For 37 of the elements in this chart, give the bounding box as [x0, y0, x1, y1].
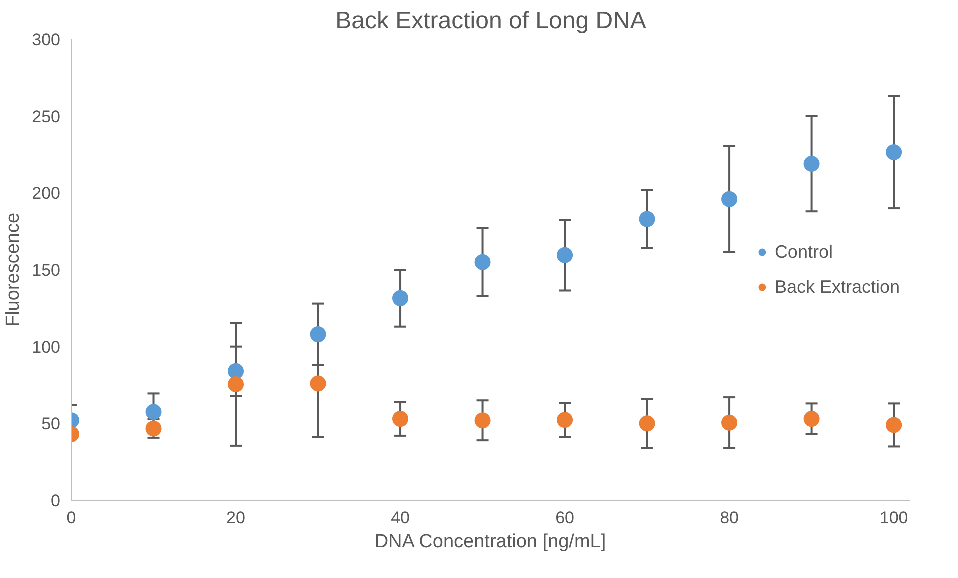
x-tick-label: 40 — [391, 508, 410, 528]
point — [392, 411, 409, 428]
point — [639, 211, 656, 228]
point — [392, 290, 409, 306]
point — [146, 404, 162, 420]
point — [722, 414, 738, 431]
point — [228, 363, 244, 380]
y-tick-label: 150 — [32, 261, 61, 280]
chart-title: Back Extraction of Long DNA — [336, 8, 646, 34]
y-axis-title: Fluorescence — [3, 212, 24, 328]
x-tick-label: 100 — [880, 508, 908, 528]
point — [310, 376, 326, 392]
x-axis-title: DNA Concentration [ng/mL] — [374, 532, 606, 552]
point — [804, 156, 820, 172]
point — [722, 191, 738, 208]
x-tick-label: 20 — [226, 508, 246, 528]
point — [557, 247, 574, 264]
point — [639, 416, 656, 432]
point — [310, 326, 326, 343]
point — [804, 411, 820, 428]
y-tick-label: 100 — [32, 338, 61, 357]
point — [886, 144, 902, 160]
x-tick-label: 60 — [556, 508, 574, 528]
point — [228, 376, 244, 392]
point — [474, 254, 491, 270]
point — [557, 412, 574, 428]
point — [886, 417, 902, 434]
point — [474, 412, 491, 429]
x-tick-label: 80 — [720, 508, 740, 528]
y-tick-label: 0 — [51, 492, 61, 510]
y-tick-label: 50 — [42, 414, 61, 434]
y-tick-label: 250 — [32, 107, 61, 126]
legend-label: Control — [774, 242, 833, 262]
x-tick-label: 0 — [66, 508, 76, 528]
y-tick-label: 200 — [32, 184, 61, 204]
y-tick-label: 300 — [32, 30, 61, 50]
legend-label: Back Extraction — [774, 276, 900, 298]
